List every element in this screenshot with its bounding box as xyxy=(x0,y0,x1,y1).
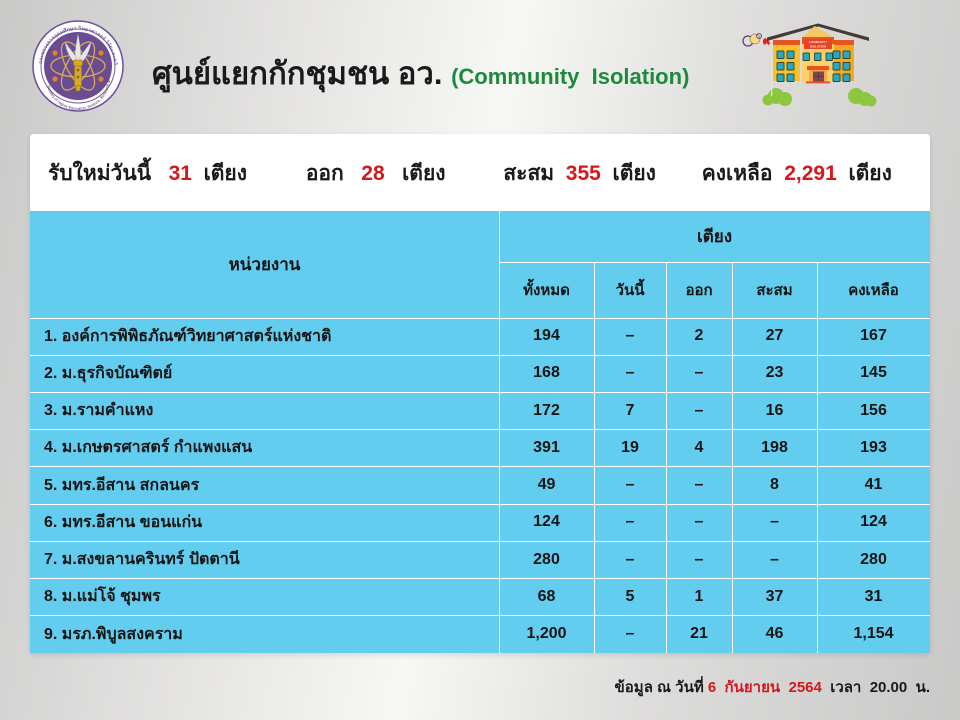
svg-text:ISOLATION: ISOLATION xyxy=(810,44,826,48)
